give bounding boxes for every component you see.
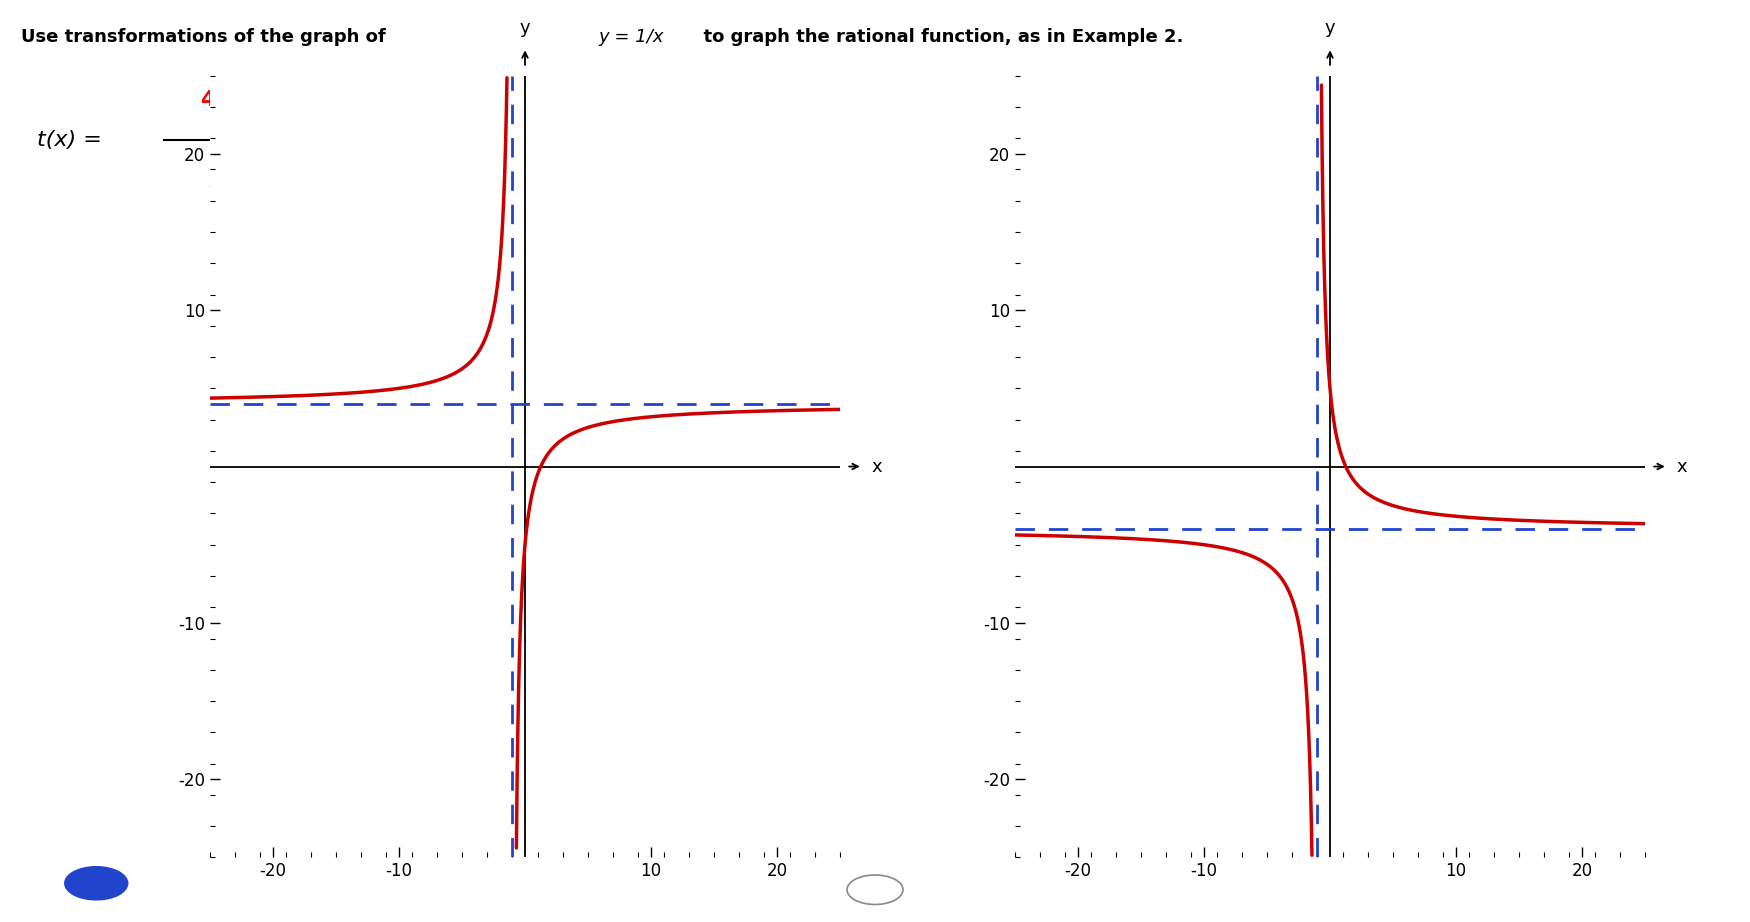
Text: x: x <box>1676 457 1687 476</box>
Text: Use transformations of the graph of: Use transformations of the graph of <box>21 28 399 45</box>
Text: y: y <box>1325 18 1335 37</box>
Text: 4x − 5: 4x − 5 <box>201 89 280 110</box>
Text: x: x <box>872 457 882 476</box>
Text: t(x) =: t(x) = <box>37 130 102 150</box>
Text: x + 1: x + 1 <box>208 171 273 191</box>
Text: y: y <box>520 18 530 37</box>
Text: y = 1/x: y = 1/x <box>598 28 663 45</box>
Text: to graph the rational function, as in Example 2.: to graph the rational function, as in Ex… <box>691 28 1183 45</box>
